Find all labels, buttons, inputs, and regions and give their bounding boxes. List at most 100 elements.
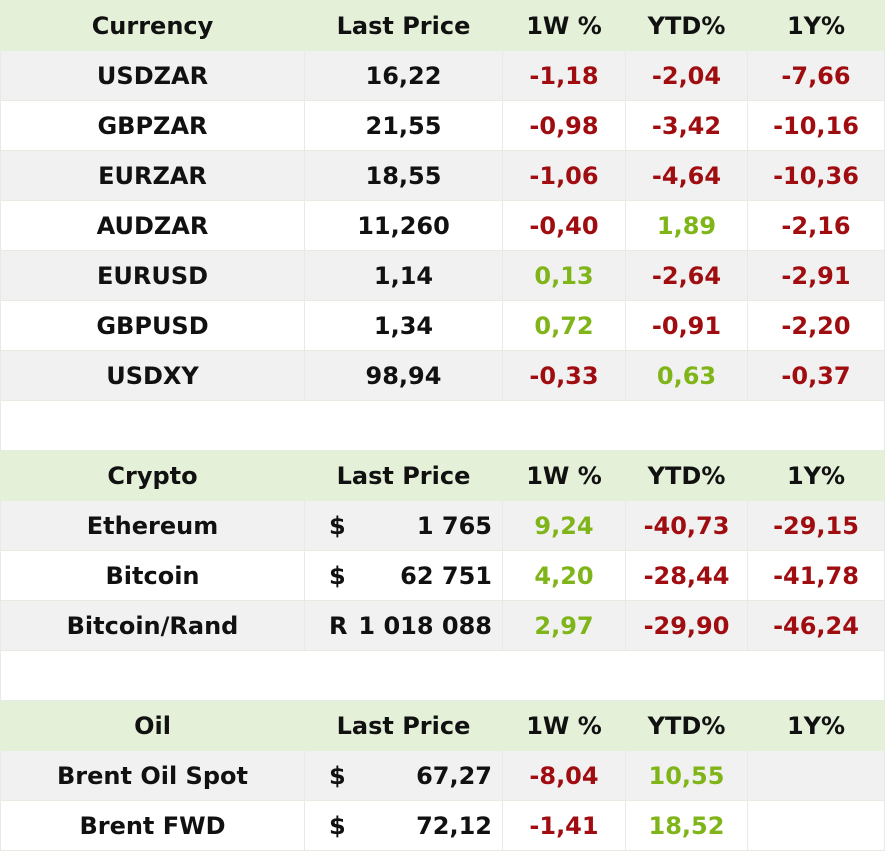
table-row: Ethereum $1 765 9,24 -40,73 -29,15 <box>0 500 885 551</box>
change-1w: -0,40 <box>502 200 626 251</box>
section-spacer <box>0 400 885 451</box>
column-header-1w: 1W % <box>502 0 626 51</box>
change-ytd: -2,64 <box>625 250 748 301</box>
instrument-name: USDXY <box>0 350 305 401</box>
last-price: 1,34 <box>304 300 503 351</box>
price-value: 67,27 <box>416 761 492 790</box>
change-1w: -0,98 <box>502 100 626 151</box>
instrument-name: AUDZAR <box>0 200 305 251</box>
change-ytd: -2,04 <box>625 50 748 101</box>
instrument-name: EURUSD <box>0 250 305 301</box>
change-1y: -0,37 <box>747 350 885 401</box>
column-header-currency: Currency <box>0 0 305 51</box>
last-price: 98,94 <box>304 350 503 401</box>
change-ytd: 18,52 <box>625 800 748 851</box>
table-row: GBPUSD 1,34 0,72 -0,91 -2,20 <box>0 300 885 351</box>
price-value: 1 765 <box>416 511 492 540</box>
column-header-1y: 1Y% <box>747 450 885 501</box>
change-1y: -2,16 <box>747 200 885 251</box>
last-price: R 1 018 088 <box>304 600 503 651</box>
change-ytd: -3,42 <box>625 100 748 151</box>
change-1y <box>747 800 885 851</box>
change-1w: -0,33 <box>502 350 626 401</box>
instrument-name: EURZAR <box>0 150 305 201</box>
currency-symbol: $ <box>329 761 346 790</box>
change-1y: -10,36 <box>747 150 885 201</box>
change-1y: -2,20 <box>747 300 885 351</box>
table-row: USDZAR 16,22 -1,18 -2,04 -7,66 <box>0 50 885 101</box>
instrument-name: Brent Oil Spot <box>0 750 305 801</box>
last-price: 18,55 <box>304 150 503 201</box>
change-ytd: 1,89 <box>625 200 748 251</box>
last-price: 1,14 <box>304 250 503 301</box>
instrument-name: GBPZAR <box>0 100 305 151</box>
last-price: 21,55 <box>304 100 503 151</box>
change-1w: -1,18 <box>502 50 626 101</box>
change-ytd: -4,64 <box>625 150 748 201</box>
change-1w: -1,41 <box>502 800 626 851</box>
last-price: $72,12 <box>304 800 503 851</box>
table-row: Bitcoin/Rand R 1 018 088 2,97 -29,90 -46,… <box>0 600 885 651</box>
column-header-1w: 1W % <box>502 450 626 501</box>
column-header-1y: 1Y% <box>747 700 885 751</box>
instrument-name: USDZAR <box>0 50 305 101</box>
table-row: Brent FWD $72,12 -1,41 18,52 <box>0 800 885 851</box>
column-header-last-price: Last Price <box>304 700 503 751</box>
change-1y: -10,16 <box>747 100 885 151</box>
change-1w: 0,13 <box>502 250 626 301</box>
change-1w: -8,04 <box>502 750 626 801</box>
change-1y: -29,15 <box>747 500 885 551</box>
change-ytd: -40,73 <box>625 500 748 551</box>
table-row: Brent Oil Spot $67,27 -8,04 10,55 <box>0 750 885 801</box>
table-row: AUDZAR 11,260 -0,40 1,89 -2,16 <box>0 200 885 251</box>
table-row: Bitcoin $62 751 4,20 -28,44 -41,78 <box>0 550 885 601</box>
change-1y: -41,78 <box>747 550 885 601</box>
price-value: 72,12 <box>416 811 492 840</box>
change-ytd: 10,55 <box>625 750 748 801</box>
column-header-ytd: YTD% <box>625 0 748 51</box>
column-header-ytd: YTD% <box>625 450 748 501</box>
column-header-oil: Oil <box>0 700 305 751</box>
price-value: 62 751 <box>400 561 492 590</box>
change-1y: -7,66 <box>747 50 885 101</box>
change-ytd: 0,63 <box>625 350 748 401</box>
currency-symbol: $ <box>329 811 346 840</box>
last-price: 11,260 <box>304 200 503 251</box>
column-header-last-price: Last Price <box>304 0 503 51</box>
crypto-header-row: Crypto Last Price 1W % YTD% 1Y% <box>0 450 885 501</box>
price-value: 1 018 088 <box>358 611 492 640</box>
last-price: $62 751 <box>304 550 503 601</box>
last-price: $1 765 <box>304 500 503 551</box>
column-header-crypto: Crypto <box>0 450 305 501</box>
column-header-last-price: Last Price <box>304 450 503 501</box>
column-header-1w: 1W % <box>502 700 626 751</box>
instrument-name: Brent FWD <box>0 800 305 851</box>
change-1y <box>747 750 885 801</box>
instrument-name: Bitcoin/Rand <box>0 600 305 651</box>
last-price: 16,22 <box>304 50 503 101</box>
change-1w: 2,97 <box>502 600 626 651</box>
change-1w: 4,20 <box>502 550 626 601</box>
table-row: EURUSD 1,14 0,13 -2,64 -2,91 <box>0 250 885 301</box>
oil-header-row: Oil Last Price 1W % YTD% 1Y% <box>0 700 885 751</box>
change-1y: -46,24 <box>747 600 885 651</box>
instrument-name: Bitcoin <box>0 550 305 601</box>
instrument-name: Ethereum <box>0 500 305 551</box>
currency-header-row: Currency Last Price 1W % YTD% 1Y% <box>0 0 885 51</box>
change-1y: -2,91 <box>747 250 885 301</box>
last-price: $67,27 <box>304 750 503 801</box>
table-row: USDXY 98,94 -0,33 0,63 -0,37 <box>0 350 885 401</box>
currency-symbol: $ <box>329 561 346 590</box>
change-ytd: -28,44 <box>625 550 748 601</box>
currency-symbol: R <box>329 611 348 640</box>
column-header-1y: 1Y% <box>747 0 885 51</box>
change-1w: -1,06 <box>502 150 626 201</box>
change-ytd: -29,90 <box>625 600 748 651</box>
section-spacer <box>0 650 885 701</box>
instrument-name: GBPUSD <box>0 300 305 351</box>
currency-symbol: $ <box>329 511 346 540</box>
change-1w: 9,24 <box>502 500 626 551</box>
table-row: GBPZAR 21,55 -0,98 -3,42 -10,16 <box>0 100 885 151</box>
